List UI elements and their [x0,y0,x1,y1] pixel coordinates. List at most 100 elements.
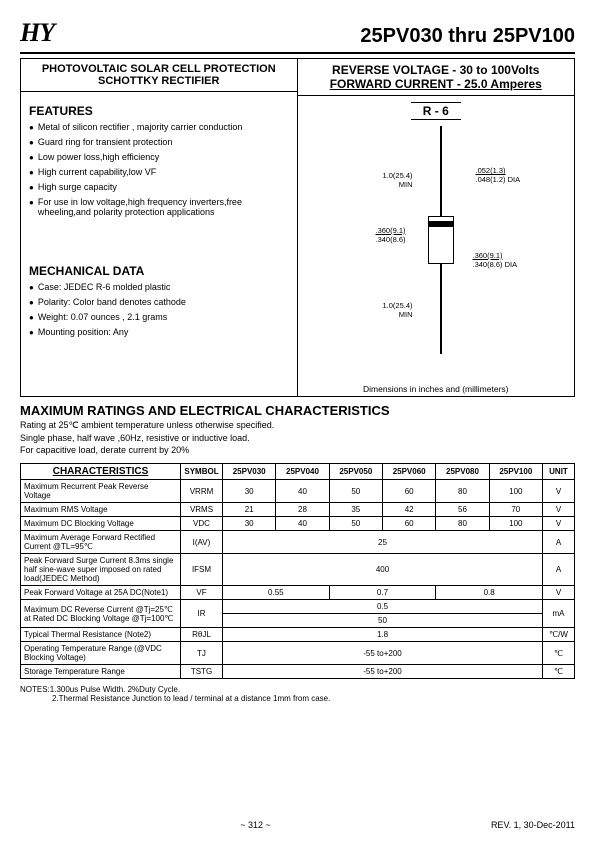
condition-line: Single phase, half wave ,60Hz, resistive… [20,433,575,443]
cell-value: 50 [223,614,543,628]
package-diagram: R - 6 .052(1.3).048(1.2) DIA 1.0(25.4)MI… [298,96,575,396]
reverse-voltage: REVERSE VOLTAGE - 30 to 100Volts [300,63,573,77]
col-part: 25PV040 [276,464,329,480]
table-row: Peak Forward Voltage at 25A DC(Note1) VF… [21,586,575,600]
cell-value: 25 [223,531,543,554]
cell-label: Maximum Average Forward Rectified Curren… [21,531,181,554]
cell-value: 50 [329,480,382,503]
cell-value: 60 [382,480,435,503]
notes: NOTES:1.300us Pulse Width. 2%Duty Cycle.… [20,685,575,703]
table-row: Peak Forward Surge Current 8.3ms single … [21,554,575,586]
cell-value: -55 to+200 [223,665,543,679]
mech-item: Case: JEDEC R-6 molded plastic [29,282,289,294]
cell-unit: mA [543,600,575,628]
cell-value: 80 [436,480,489,503]
cell-value: 28 [276,503,329,517]
col-symbol: SYMBOL [181,464,223,480]
feature-text: High surge capacity [38,182,117,192]
feature-item: Metal of silicon rectifier , majority ca… [29,122,289,134]
cell-symbol: VDC [181,517,223,531]
feature-text: High current capability,low VF [38,167,156,177]
features-heading: FEATURES [29,104,289,118]
cell-value: 0.5 [223,600,543,614]
cell-value: 100 [489,480,542,503]
cell-unit: A [543,531,575,554]
col-part: 25PV060 [382,464,435,480]
table-row: Maximum RMS Voltage VRMS 21 28 35 42 56 … [21,503,575,517]
mech-item: Weight: 0.07 ounces , 2.1 grams [29,312,289,324]
revision: REV. 1, 30-Dec-2011 [491,820,575,830]
logo: HY [20,18,54,48]
col-part: 25PV080 [436,464,489,480]
cell-value: 80 [436,517,489,531]
table-row: Storage Temperature Range TSTG -55 to+20… [21,665,575,679]
cell-label: Maximum DC Reverse Current @Tj=25℃ at Ra… [21,600,181,628]
cell-value: 0.8 [436,586,543,600]
cell-value: 50 [329,517,382,531]
feature-text: For use in low voltage,high frequency in… [38,197,289,217]
title-line2: SCHOTTKY RECTIFIER [23,75,295,87]
cell-value: 30 [223,480,276,503]
cell-value: -55 to+200 [223,642,543,665]
cell-unit: ℃ [543,665,575,679]
cell-value: 21 [223,503,276,517]
feature-item: For use in low voltage,high frequency in… [29,197,289,217]
table-row: Typical Thermal Resistance (Note2) RθJL … [21,628,575,642]
component-drawing [428,126,454,354]
cell-unit: V [543,503,575,517]
mech-item: Mounting position: Any [29,327,289,339]
header: HY 25PV030 thru 25PV100 [20,18,575,54]
feature-text: Low power loss,high efficiency [38,152,159,162]
title-line1: PHOTOVOLTAIC SOLAR CELL PROTECTION [23,63,295,75]
dim-body-h: .360(9.1).340(8.6) [376,226,406,244]
mech-item: Polarity: Color band denotes cathode [29,297,289,309]
cell-value: 70 [489,503,542,517]
cell-value: 100 [489,517,542,531]
mech-text: Mounting position: Any [38,327,129,337]
cell-value: 1.8 [223,628,543,642]
cell-value: 0.7 [329,586,436,600]
mechanical-heading: MECHANICAL DATA [29,264,289,278]
feature-item: Guard ring for transient protection [29,137,289,149]
cell-value: 40 [276,517,329,531]
cell-label: Operating Temperature Range (@VDC Blocki… [21,642,181,665]
cell-symbol: IFSM [181,554,223,586]
cell-label: Storage Temperature Range [21,665,181,679]
specs-title: REVERSE VOLTAGE - 30 to 100Volts FORWARD… [298,59,575,96]
cell-unit: V [543,480,575,503]
cell-unit: ℃/W [543,628,575,642]
cell-symbol: TSTG [181,665,223,679]
table-row: Operating Temperature Range (@VDC Blocki… [21,642,575,665]
col-part: 25PV100 [489,464,542,480]
dimension-note: Dimensions in inches and (millimeters) [298,384,575,394]
table-row: Maximum DC Reverse Current @Tj=25℃ at Ra… [21,600,575,614]
dim-lead-bot: 1.0(25.4)MIN [383,301,413,319]
cell-label: Typical Thermal Resistance (Note2) [21,628,181,642]
cell-value: 56 [436,503,489,517]
cell-unit: V [543,586,575,600]
table-row: Maximum Recurrent Peak Reverse Voltage V… [21,480,575,503]
feature-item: Low power loss,high efficiency [29,152,289,164]
table-header-row: CHARACTERISTICS SYMBOL 25PV030 25PV040 2… [21,464,575,480]
cell-unit: V [543,517,575,531]
mech-text: Polarity: Color band denotes cathode [38,297,186,307]
mech-text: Case: JEDEC R-6 molded plastic [38,282,171,292]
note-line: 2.Thermal Resistance Junction to lead / … [20,694,575,703]
condition-line: Rating at 25℃ ambient temperature unless… [20,420,575,431]
cell-label: Maximum Recurrent Peak Reverse Voltage [21,480,181,503]
dim-lead-top: 1.0(25.4)MIN [383,171,413,189]
feature-text: Metal of silicon rectifier , majority ca… [38,122,243,132]
cell-symbol: IR [181,600,223,628]
cell-symbol: VRMS [181,503,223,517]
part-title: 25PV030 thru 25PV100 [360,25,575,48]
feature-item: High surge capacity [29,182,289,194]
max-ratings-heading: MAXIMUM RATINGS AND ELECTRICAL CHARACTER… [20,403,575,418]
cell-unit: ℃ [543,642,575,665]
product-type-title: PHOTOVOLTAIC SOLAR CELL PROTECTION SCHOT… [21,59,297,92]
cell-value: 40 [276,480,329,503]
top-section: PHOTOVOLTAIC SOLAR CELL PROTECTION SCHOT… [20,58,575,397]
cell-symbol: TJ [181,642,223,665]
cell-value: 60 [382,517,435,531]
package-label: R - 6 [411,102,461,120]
col-part: 25PV050 [329,464,382,480]
